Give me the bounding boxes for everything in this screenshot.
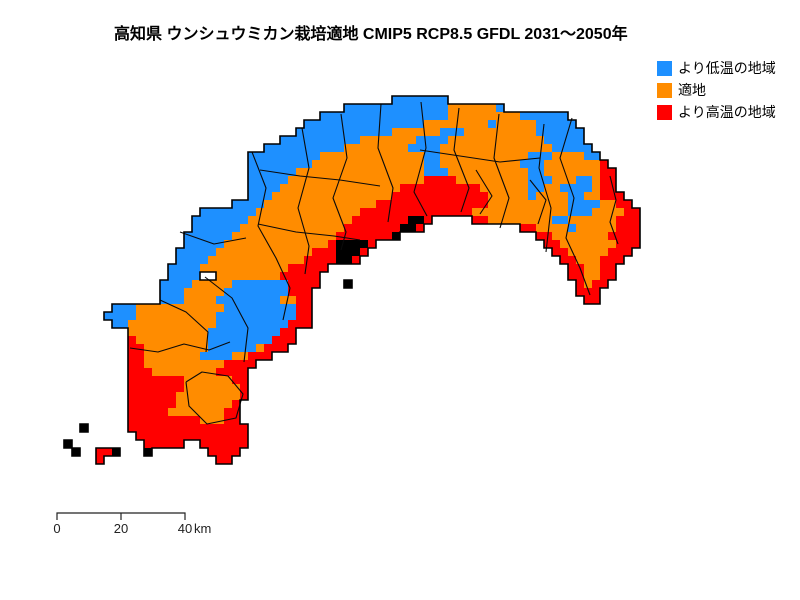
scale-unit: km [194,521,211,536]
coastline-outline-layer [63,95,641,465]
legend-label-cooler: より低温の地域 [678,60,776,76]
legend-swatch-blue [657,61,672,76]
legend-swatch-orange [657,83,672,98]
legend-label-warmer: より高温の地域 [678,104,776,120]
raster-cells-layer [64,96,641,465]
scale-tick-0: 0 [53,521,60,536]
figure-title: 高知県 ウンシュウミカン栽培適地 CMIP5 RCP8.5 GFDL 2031～… [114,26,628,43]
legend-item-suitable: 適地 [657,83,776,98]
scale-tick-40: 40 [178,521,192,536]
legend-label-suitable: 適地 [678,82,706,98]
scale-bar: 0 20 40 km [53,512,211,536]
scale-bar-line [56,512,186,520]
legend-item-warmer: より高温の地域 [657,105,776,120]
legend-swatch-red [657,105,672,120]
legend: より低温の地域 適地 より高温の地域 [657,61,776,127]
municipal-boundaries-layer [129,101,619,425]
scale-tick-20: 20 [114,521,128,536]
legend-item-cooler: より低温の地域 [657,61,776,76]
